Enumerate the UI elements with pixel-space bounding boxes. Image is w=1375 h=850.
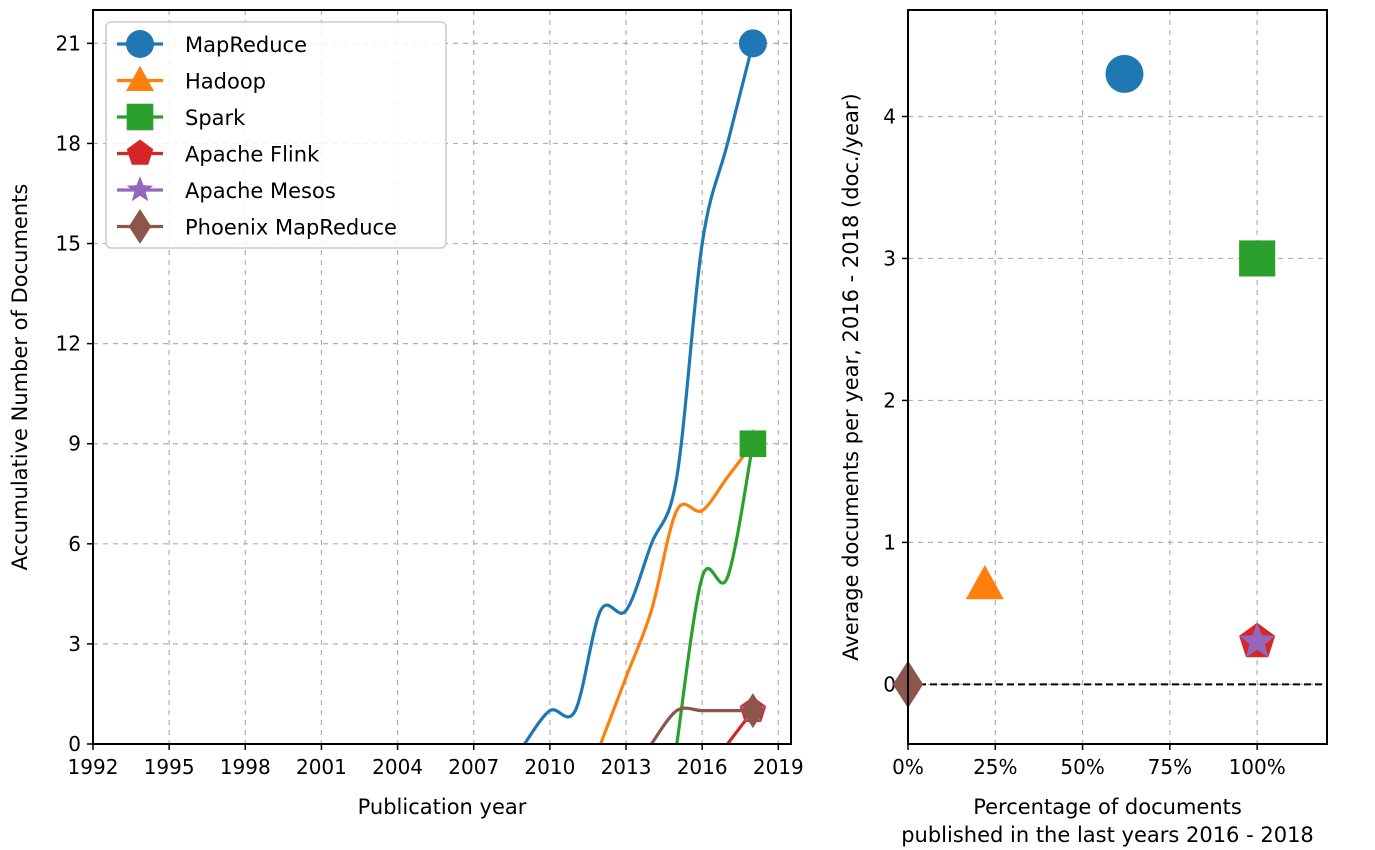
legend-label: Spark (185, 106, 246, 130)
legend-label: Apache Flink (185, 143, 320, 167)
plot-frame (907, 9, 1328, 745)
series-line-spark (675, 443, 755, 745)
x-tick-label: 2001 (296, 755, 347, 779)
x-tick-label: 2013 (601, 755, 652, 779)
series-line-hadoop (599, 442, 755, 745)
y-tick-label: 9 (68, 432, 81, 456)
x-tick-label: 2007 (448, 755, 499, 779)
x-tick-label: 75% (1148, 755, 1192, 779)
legend-marker-apache-mesos (126, 176, 154, 202)
plot-frame (92, 9, 792, 745)
y-tick-label: 0 (68, 732, 81, 756)
x-tick-label: 25% (973, 755, 1017, 779)
legend-box (105, 21, 447, 249)
point-apache-mesos (1239, 622, 1276, 658)
y-tick-label: 21 (56, 31, 81, 55)
y-axis-label: Average documents per year, 2016 - 2018 … (839, 93, 863, 660)
x-tick-label: 1992 (68, 755, 119, 779)
y-tick-label: 4 (883, 104, 896, 128)
left-chart: 1992 1995 1998 2001 2004 2007 2010 2013 2016 2019… (8, 9, 804, 819)
y-tick-label: 1 (883, 530, 896, 554)
legend-label: Phoenix MapReduce (185, 216, 397, 240)
x-tick-label: 2019 (753, 755, 804, 779)
legend: MapReduce Hadoop Spark Apache Flink Apache M… (105, 21, 447, 249)
y-tick-label: 18 (56, 131, 81, 155)
legend-marker-mapreduce (126, 30, 154, 58)
point-spark (1239, 240, 1276, 277)
series-marker-mapreduce (738, 29, 767, 58)
x-axis-label: Publication year (358, 795, 527, 819)
legend-marker-hadoop (126, 65, 154, 91)
legend-label: Apache Mesos (185, 179, 336, 203)
legend-label: MapReduce (185, 33, 307, 57)
y-tick-label: 6 (68, 532, 81, 556)
series-line-phoenix-mapreduce (650, 706, 753, 745)
x-tick-label: 1998 (220, 755, 271, 779)
right-chart: 0% 25% 50% 75% 100% 0 1 2 3 4 Percentage of docume… (839, 9, 1328, 847)
legend-marker-spark (126, 103, 154, 131)
x-axis-label: Percentage of documents (973, 795, 1242, 819)
y-tick-label: 2 (883, 388, 896, 412)
x-tick-label: 2016 (677, 755, 728, 779)
y-tick-label: 3 (883, 246, 896, 270)
series-line-mapreduce (523, 43, 755, 745)
y-tick-label: 12 (56, 332, 81, 356)
x-tick-label: 2004 (372, 755, 423, 779)
x-axis-label-line2: published in the last years 2016 - 2018 (901, 823, 1314, 847)
y-axis-label: Accumulative Number of Documents (8, 184, 32, 571)
legend-marker-phoenix-mapreduce (128, 209, 152, 244)
y-tick-label: 3 (68, 632, 81, 656)
x-tick-label: 1995 (144, 755, 195, 779)
point-mapreduce (1105, 54, 1144, 93)
legend-label: Hadoop (185, 70, 266, 94)
series-marker-phoenix-mapreduce (741, 693, 765, 729)
y-tick-label: 15 (56, 232, 81, 256)
x-tick-label: 0% (892, 755, 924, 779)
point-hadoop (965, 565, 1004, 600)
y-tick-label: 0 (883, 672, 896, 696)
x-tick-label: 100% (1229, 755, 1286, 779)
series-marker-spark (739, 430, 767, 458)
x-tick-label: 50% (1060, 755, 1104, 779)
legend-marker-apache-flink (126, 139, 154, 165)
x-tick-label: 2010 (524, 755, 575, 779)
